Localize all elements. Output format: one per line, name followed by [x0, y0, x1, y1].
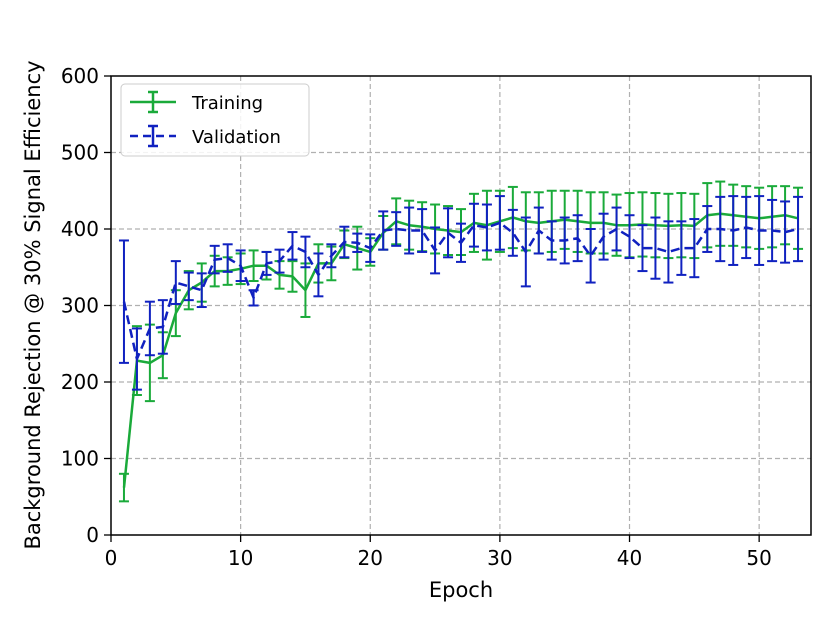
errorbar-validation	[468, 202, 479, 248]
x-tick-label: 30	[487, 546, 512, 570]
errorbar-validation	[196, 272, 207, 309]
errorbar-validation	[430, 226, 441, 275]
errorbar-validation	[352, 232, 363, 253]
errorbar-validation	[235, 249, 246, 283]
errorbar-validation	[222, 243, 233, 273]
errorbar-validation	[676, 220, 687, 276]
errorbar-validation	[248, 289, 259, 307]
y-axis-label: Background Rejection @ 30% Signal Effici…	[21, 60, 45, 549]
y-tick-label: 100	[61, 447, 99, 471]
errorbar-validation	[378, 210, 389, 251]
legend-entry-training: Training	[130, 90, 263, 114]
errorbar-validation	[209, 244, 220, 275]
errorbar-validation	[494, 195, 505, 251]
y-tick-label: 200	[61, 370, 99, 394]
errorbar-training	[287, 260, 298, 293]
x-axis-label: Epoch	[429, 578, 493, 602]
errorbar-validation	[144, 300, 155, 357]
errorbar-validation	[507, 208, 518, 257]
errorbar-validation	[339, 225, 350, 259]
errorbar-validation	[456, 222, 466, 263]
errorbar-validation	[443, 207, 454, 259]
errorbar-validation	[131, 327, 142, 391]
errorbar-validation	[611, 206, 622, 252]
errorbar-validation	[391, 211, 402, 247]
errorbar-training	[248, 249, 259, 283]
x-tick-label: 0	[105, 546, 118, 570]
legend-entry-validation: Validation	[130, 124, 281, 148]
errorbar-validation	[404, 206, 415, 255]
y-tick-label: 600	[61, 64, 99, 88]
legend-training-label: Training	[191, 93, 263, 114]
errorbar-validation	[326, 243, 337, 269]
errorbar-validation	[624, 214, 635, 260]
errorbar-validation	[585, 228, 596, 284]
errorbar-validation	[157, 299, 168, 355]
errorbar-validation	[183, 271, 194, 302]
errorbar-validation	[170, 260, 181, 305]
y-tick-label: 400	[61, 217, 99, 241]
y-tick-label: 500	[61, 141, 99, 165]
errorbar-validation	[417, 208, 428, 253]
x-tick-label: 50	[746, 546, 771, 570]
errorbar-validation	[365, 233, 376, 263]
errorbar-validation	[741, 195, 752, 260]
errorbar-validation	[780, 200, 791, 264]
errorbar-training	[118, 472, 129, 503]
errorbar-validation	[728, 195, 739, 266]
errorbar-validation	[313, 252, 324, 298]
y-tick-label: 300	[61, 294, 99, 318]
errorbar-validation	[572, 214, 583, 263]
errorbar-validation	[598, 212, 609, 261]
errorbar-validation	[637, 224, 648, 273]
errorbar-validation	[689, 218, 700, 279]
legend-validation-label: Validation	[192, 127, 281, 148]
legend: Training Validation	[120, 83, 310, 157]
errorbar-validation	[546, 220, 557, 261]
series-layer	[118, 180, 804, 503]
errorbar-validation	[533, 206, 544, 255]
series-validation	[118, 195, 804, 391]
errorbar-validation	[287, 231, 298, 261]
x-tick-label: 10	[228, 546, 253, 570]
errorbar-validation	[559, 216, 570, 265]
errorbar-validation	[715, 195, 726, 263]
errorbar-validation	[754, 195, 765, 266]
errorbar-validation	[274, 248, 285, 274]
errorbar-validation	[663, 220, 674, 284]
errorbar-validation	[520, 216, 531, 288]
errorbar-validation	[793, 195, 804, 263]
x-tick-label: 40	[617, 546, 642, 570]
errorbar-validation	[300, 235, 311, 269]
y-tick-label: 0	[86, 523, 99, 547]
errorbar-validation	[702, 205, 713, 253]
errorbar-validation	[261, 250, 272, 276]
errorbar-training	[300, 262, 311, 318]
errorbar-validation	[650, 216, 661, 280]
errorbar-validation	[481, 203, 492, 252]
errorbar-validation	[118, 239, 129, 364]
errorbar-validation	[767, 198, 778, 263]
x-tick-label: 20	[358, 546, 383, 570]
